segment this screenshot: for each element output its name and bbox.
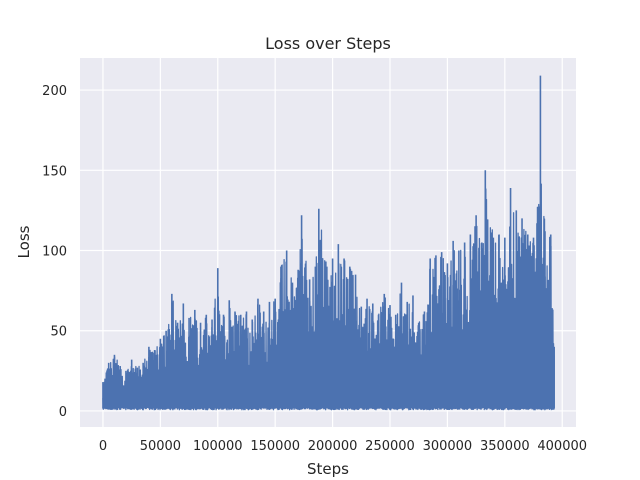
y-axis-label: Loss — [15, 225, 33, 258]
x-tick-label: 250000 — [365, 439, 415, 454]
x-tick-label: 400000 — [537, 439, 587, 454]
y-tick-label: 150 — [42, 164, 67, 179]
loss-series — [102, 75, 555, 411]
x-tick-label: 350000 — [480, 439, 530, 454]
y-tick-labels: 0 50 100 150 200 — [42, 84, 67, 420]
chart-title: Loss over Steps — [265, 34, 391, 53]
y-tick-label: 50 — [50, 325, 67, 340]
x-tick-label: 0 — [99, 439, 107, 454]
y-tick-label: 100 — [42, 245, 67, 260]
x-tick-label: 150000 — [250, 439, 300, 454]
x-tick-labels: 0 50000 100000 150000 200000 250000 300000 3500… — [99, 439, 587, 454]
x-tick-label: 300000 — [423, 439, 473, 454]
y-tick-label: 200 — [42, 84, 67, 99]
x-tick-label: 200000 — [308, 439, 358, 454]
x-tick-label: 100000 — [193, 439, 243, 454]
x-tick-label: 50000 — [140, 439, 181, 454]
y-tick-label: 0 — [59, 405, 67, 420]
x-axis-label: Steps — [307, 460, 349, 478]
